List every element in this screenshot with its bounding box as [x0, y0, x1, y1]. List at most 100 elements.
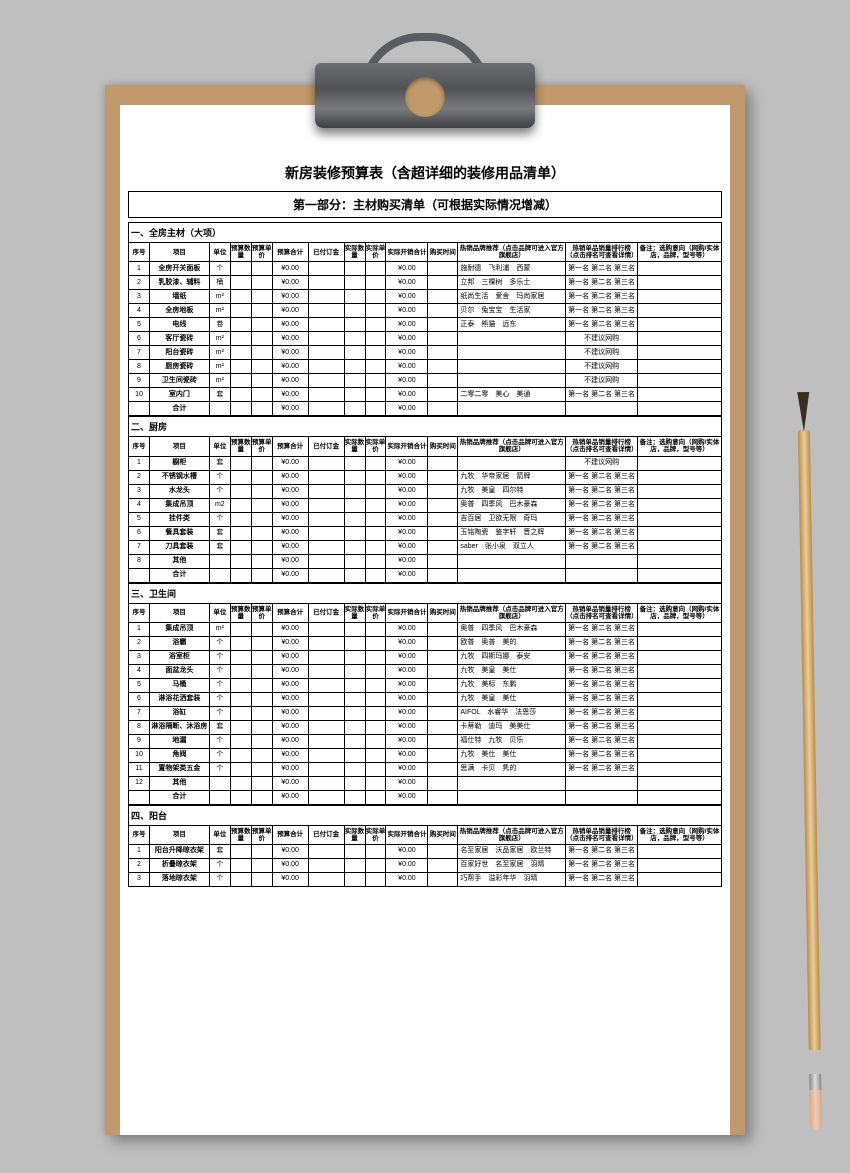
cell-actual-total: ¥0.00 [386, 790, 428, 804]
cell-budget-price [251, 276, 272, 290]
cell-deposit [308, 692, 344, 706]
cell-note [638, 304, 722, 318]
column-header: 热销品牌推荐（点击品牌可进入官方旗舰店） [458, 243, 566, 262]
cell-budget-price [251, 568, 272, 582]
cell-note [638, 720, 722, 734]
cell-rank: 第一名 第二名 第三名 [566, 470, 638, 484]
cell-actual-total: ¥0.00 [386, 262, 428, 276]
cell-budget-price [251, 318, 272, 332]
table-row: 8淋浴隔断、沐浴房套¥0.00¥0.00卡蒂勒 迪玛 美美仕第一名 第二名 第三… [129, 720, 722, 734]
cell-unit: 个 [209, 636, 230, 650]
cell-deposit [308, 568, 344, 582]
cell-note [638, 512, 722, 526]
table-row: 2乳胶漆、辅料桶¥0.00¥0.00立邦 三棵树 多乐士第一名 第二名 第三名 [129, 276, 722, 290]
cell-deposit [308, 664, 344, 678]
cell-rank: 第一名 第二名 第三名 [566, 540, 638, 554]
cell-unit [209, 776, 230, 790]
table-row: 3水龙头个¥0.00¥0.00九牧 美皇 四尔特第一名 第二名 第三名 [129, 484, 722, 498]
cell-brand: saber 张小泉 双立人 [458, 540, 566, 554]
cell-budget-total: ¥0.00 [272, 873, 308, 887]
cell-actual-qty [344, 734, 365, 748]
cell-deposit [308, 873, 344, 887]
cell-brand: 施耐德 飞利浦 西蒙 [458, 262, 566, 276]
cell-budget-total: ¥0.00 [272, 554, 308, 568]
column-header: 预算数量 [230, 243, 251, 262]
cell-rank: 第一名 第二名 第三名 [566, 734, 638, 748]
cell-buy-time [428, 762, 458, 776]
cell-unit: 个 [209, 873, 230, 887]
cell-buy-time [428, 540, 458, 554]
table-row: 8其他¥0.00¥0.00 [129, 554, 722, 568]
cell-brand [458, 374, 566, 388]
cell-buy-time [428, 262, 458, 276]
cell-budget-total: ¥0.00 [272, 526, 308, 540]
cell-actual-price [365, 262, 386, 276]
cell-seq: 2 [129, 276, 150, 290]
cell-actual-price [365, 622, 386, 636]
cell-item: 浴缸 [149, 706, 209, 720]
cell-brand [458, 790, 566, 804]
cell-unit: 个 [209, 692, 230, 706]
cell-note [638, 622, 722, 636]
cell-actual-price [365, 664, 386, 678]
cell-budget-total: ¥0.00 [272, 346, 308, 360]
cell-buy-time [428, 388, 458, 402]
cell-actual-total: ¥0.00 [386, 776, 428, 790]
cell-unit: m² [209, 290, 230, 304]
cell-actual-price [365, 790, 386, 804]
cell-actual-total: ¥0.00 [386, 636, 428, 650]
cell-actual-qty [344, 859, 365, 873]
cell-seq [129, 568, 150, 582]
cell-deposit [308, 859, 344, 873]
column-header: 购买时间 [428, 437, 458, 456]
cell-rank [566, 402, 638, 416]
cell-deposit [308, 776, 344, 790]
cell-actual-price [365, 470, 386, 484]
cell-brand: 巧帮手 溢彩年华 羽晴 [458, 873, 566, 887]
cell-actual-price [365, 402, 386, 416]
cell-brand: AIFOL 水睿华 法恩莎 [458, 706, 566, 720]
cell-seq: 1 [129, 622, 150, 636]
cell-actual-price [365, 388, 386, 402]
cell-actual-total: ¥0.00 [386, 873, 428, 887]
cell-buy-time [428, 304, 458, 318]
cell-actual-qty [344, 873, 365, 887]
cell-deposit [308, 290, 344, 304]
cell-budget-qty [230, 692, 251, 706]
cell-note [638, 762, 722, 776]
cell-budget-price [251, 859, 272, 873]
cell-budget-qty [230, 859, 251, 873]
cell-unit: 个 [209, 512, 230, 526]
column-header: 热销品牌推荐（点击品牌可进入官方旗舰店） [458, 825, 566, 844]
cell-item: 合计 [149, 402, 209, 416]
cell-budget-total: ¥0.00 [272, 290, 308, 304]
cell-rank: 第一名 第二名 第三名 [566, 748, 638, 762]
cell-actual-price [365, 873, 386, 887]
cell-deposit [308, 512, 344, 526]
cell-budget-price [251, 290, 272, 304]
cell-actual-price [365, 636, 386, 650]
cell-unit: 个 [209, 678, 230, 692]
cell-actual-qty [344, 790, 365, 804]
cell-unit: m² [209, 304, 230, 318]
cell-actual-total: ¥0.00 [386, 498, 428, 512]
cell-budget-total: ¥0.00 [272, 622, 308, 636]
cell-rank: 第一名 第二名 第三名 [566, 526, 638, 540]
cell-actual-total: ¥0.00 [386, 845, 428, 859]
cell-budget-qty [230, 388, 251, 402]
column-header: 项目 [149, 825, 209, 844]
table-row: 3落地晾衣架个¥0.00¥0.00巧帮手 溢彩年华 羽晴第一名 第二名 第三名 [129, 873, 722, 887]
cell-budget-total: ¥0.00 [272, 498, 308, 512]
table-row: 10角阀个¥0.00¥0.00九牧 美仕 美仕第一名 第二名 第三名 [129, 748, 722, 762]
cell-unit: 套 [209, 456, 230, 470]
cell-budget-qty [230, 845, 251, 859]
cell-unit: m² [209, 346, 230, 360]
cell-brand [458, 554, 566, 568]
cell-actual-qty [344, 374, 365, 388]
cell-rank: 第一名 第二名 第三名 [566, 859, 638, 873]
cell-budget-price [251, 692, 272, 706]
cell-budget-total: ¥0.00 [272, 748, 308, 762]
cell-budget-price [251, 790, 272, 804]
column-header: 实际数量 [344, 437, 365, 456]
cell-rank: 不建议网购 [566, 360, 638, 374]
